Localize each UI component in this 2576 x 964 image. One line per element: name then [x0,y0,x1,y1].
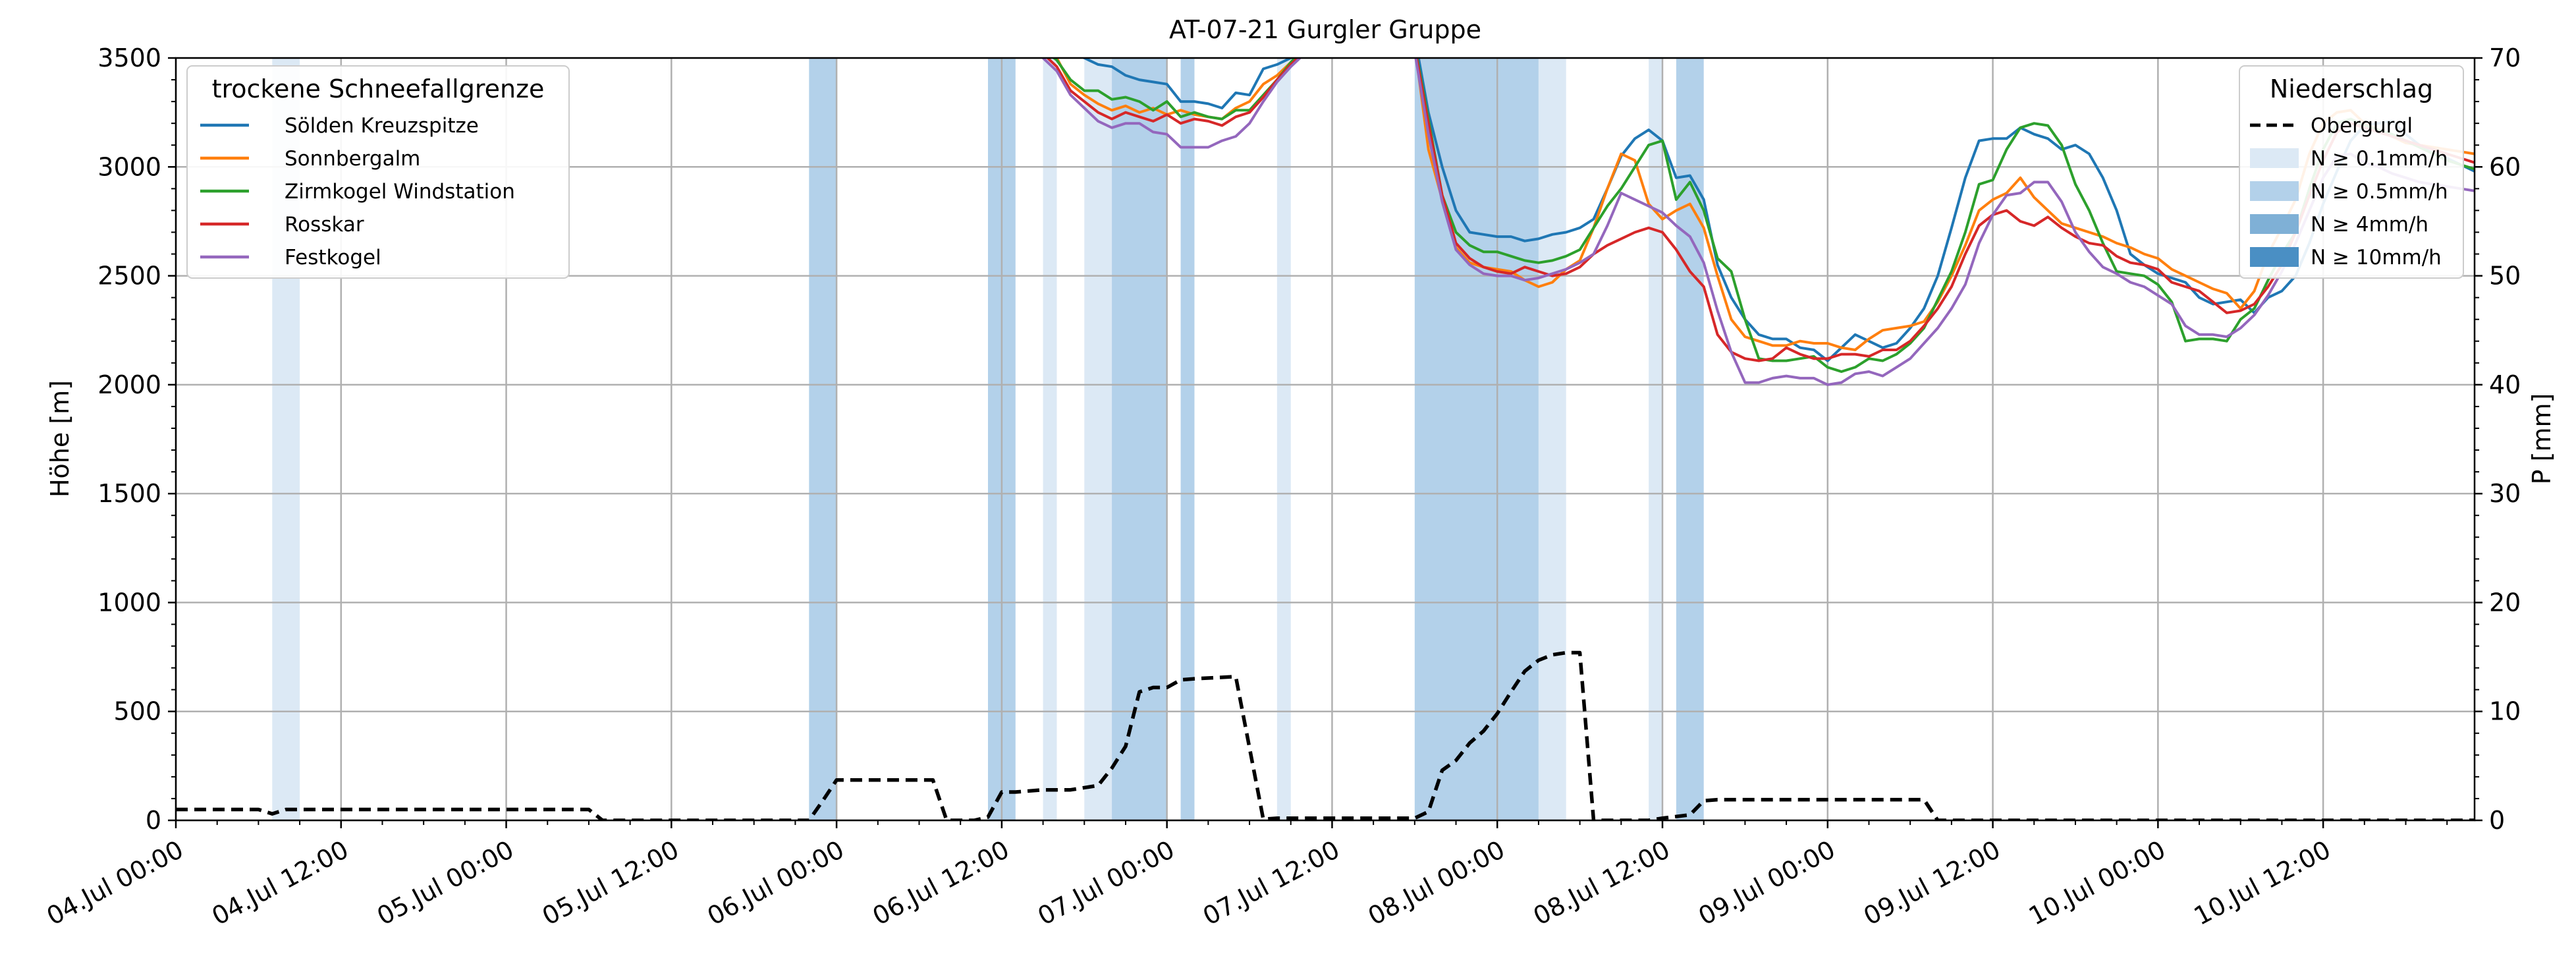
precip-shade-band [1538,58,1566,820]
legend-series-label: Sölden Kreuzspitze [285,114,479,138]
y-tick-label: 1500 [97,479,161,508]
legend-series-label: Rosskar [285,213,364,237]
series-line [1055,58,2475,351]
plot-frame [175,57,2476,822]
legend-snowline-box [186,65,570,279]
x-tick-label: 09.Jul 12:00 [1859,835,2005,931]
x-tick-label: 06.Jul 00:00 [703,835,849,931]
chart-title: AT-07-21 Gurgler Gruppe [1169,15,1481,44]
legend-snowline-items: Sölden Kreuzspitze Sonnbergalm Zirmkogel W… [200,114,515,269]
x-tick-label: 05.Jul 12:00 [537,835,684,931]
legend-precip-items: N ≥ 0.1mm/h N ≥ 0.5mm/h N ≥ 4mm/h N ≥ 10mm/… [2250,147,2448,269]
y2-tick-label: 40 [2489,370,2521,399]
legend-series-label: Zirmkogel Windstation [285,180,515,204]
legend-precip-title: Niederschlag [2270,74,2433,103]
series-line [1045,58,2475,362]
legend-shade-label: N ≥ 4mm/h [2311,213,2428,237]
x-tick-label: 10.Jul 12:00 [2189,835,2336,931]
precip-line [176,650,2475,820]
x-tick-label: 10.Jul 00:00 [2024,835,2170,931]
precip-shading [272,58,1704,820]
legend-shade-label: N ≥ 0.1mm/h [2311,147,2448,171]
y-tick-label: 3500 [97,43,161,72]
series-line [1042,58,2475,386]
legend-shade-swatch [2250,148,2299,168]
legend-shade-swatch [2250,214,2299,234]
x-tick-label: 06.Jul 12:00 [868,835,1014,931]
legend-series-label: Sonnbergalm [285,147,420,171]
x-tick-label: 04.Jul 00:00 [42,835,188,931]
x-tick-label: 04.Jul 12:00 [207,835,353,931]
y2-tick-label: 30 [2489,479,2521,508]
y-tick-label: 2500 [97,262,161,291]
y2-tick-label: 70 [2489,43,2521,72]
series-line [1082,58,2475,362]
precip-shade-band [1112,58,1167,820]
legend-snowline-title: trockene Schneefallgrenze [212,74,545,103]
x-tick-label: 07.Jul 00:00 [1033,835,1179,931]
x-tick-label: 05.Jul 00:00 [372,835,518,931]
legend-shade-label: N ≥ 0.5mm/h [2311,180,2448,204]
x-tick-label: 07.Jul 12:00 [1198,835,1344,931]
precip-shade-band [1276,58,1291,820]
y2-tick-label: 50 [2489,262,2521,291]
series-lines [1042,58,2475,386]
y2-axis-label: P [mm] [2527,393,2556,485]
precip-line [176,650,2475,820]
legend-precip-line-label: Obergurgl [2311,114,2413,138]
y2-tick-label: 10 [2489,697,2521,726]
legend-shade-label: N ≥ 10mm/h [2311,246,2442,269]
y-tick-label: 1000 [97,588,161,617]
legend-precip: Niederschlag Obergurgl N ≥ 0.1mm/hN ≥ 0.… [2239,65,2464,279]
legend-shade-swatch [2250,181,2299,201]
precip-shade-band [1180,58,1195,820]
y-tick-label: 0 [146,806,161,835]
precip-shade-band [1414,58,1539,820]
y2-tick-label: 20 [2489,588,2521,617]
legend-series-label: Festkogel [285,246,381,269]
y-tick-label: 3000 [97,152,161,181]
x-tick-label: 08.Jul 00:00 [1363,835,1510,931]
legend-snowline: trockene Schneefallgrenze Sölden Kreuzsp… [186,65,570,279]
x-tick-label: 08.Jul 12:00 [1529,835,1675,931]
y-tick-label: 500 [113,697,161,726]
precip-shade-band [1084,58,1112,820]
precip-shade-band [1649,58,1663,820]
y2-tick-label: 0 [2489,806,2505,835]
x-tick-label: 09.Jul 00:00 [1693,835,1840,931]
legend-shade-swatch [2250,247,2299,267]
precip-shade-band [809,58,837,820]
precip-shade-band [1676,58,1704,820]
precip-shade-band [1043,58,1057,820]
y-axis-label: Höhe [m] [45,380,74,497]
y2-tick-label: 60 [2489,152,2521,181]
y-tick-label: 2000 [97,370,161,399]
